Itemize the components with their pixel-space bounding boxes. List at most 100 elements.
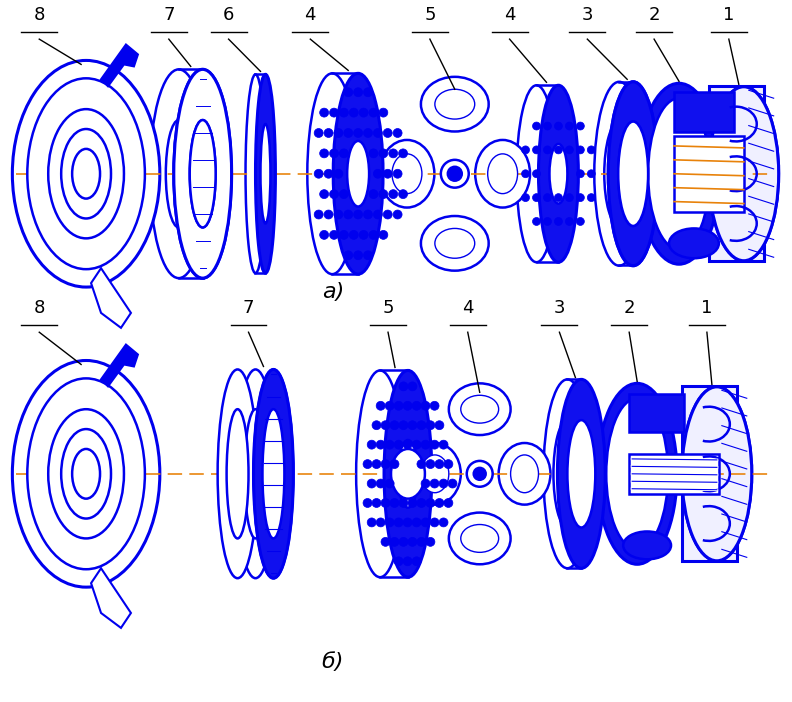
Circle shape (522, 194, 530, 201)
Ellipse shape (449, 383, 511, 435)
Bar (629, 395, 684, 432)
Ellipse shape (409, 443, 461, 505)
Circle shape (373, 128, 383, 138)
Circle shape (588, 194, 596, 201)
Text: 8: 8 (33, 6, 45, 25)
Text: 4: 4 (462, 299, 474, 317)
Circle shape (372, 420, 381, 430)
Ellipse shape (190, 120, 215, 227)
Circle shape (399, 382, 408, 391)
Ellipse shape (543, 379, 592, 568)
Circle shape (417, 498, 426, 508)
Circle shape (385, 479, 394, 488)
Ellipse shape (166, 120, 192, 227)
Circle shape (364, 128, 372, 138)
Circle shape (435, 460, 444, 468)
Ellipse shape (466, 461, 493, 486)
Ellipse shape (619, 121, 648, 226)
Circle shape (324, 128, 333, 138)
Ellipse shape (435, 89, 474, 119)
Ellipse shape (261, 124, 270, 223)
Ellipse shape (421, 77, 489, 131)
Circle shape (363, 460, 372, 468)
Ellipse shape (558, 379, 605, 568)
Circle shape (588, 146, 596, 154)
Text: 7: 7 (163, 6, 174, 25)
Circle shape (435, 420, 444, 430)
Circle shape (390, 420, 399, 430)
Circle shape (344, 128, 352, 138)
Circle shape (543, 194, 551, 201)
Circle shape (399, 420, 408, 430)
Text: 1: 1 (701, 299, 713, 317)
Ellipse shape (245, 409, 266, 538)
Circle shape (320, 190, 329, 199)
Circle shape (334, 169, 343, 178)
Ellipse shape (218, 369, 257, 578)
Ellipse shape (554, 420, 581, 527)
Circle shape (421, 479, 430, 488)
Circle shape (522, 170, 530, 178)
Ellipse shape (246, 74, 265, 273)
Text: 3: 3 (581, 6, 593, 25)
Circle shape (577, 218, 584, 225)
Ellipse shape (539, 85, 578, 263)
Circle shape (394, 557, 403, 566)
Ellipse shape (421, 455, 449, 493)
Ellipse shape (150, 69, 208, 278)
Circle shape (381, 460, 390, 468)
Circle shape (320, 230, 329, 239)
Ellipse shape (669, 228, 719, 258)
Circle shape (381, 498, 390, 508)
Circle shape (577, 146, 584, 154)
Circle shape (565, 146, 573, 154)
Circle shape (439, 479, 448, 488)
Circle shape (421, 402, 430, 410)
Circle shape (340, 108, 348, 117)
Circle shape (379, 108, 388, 117)
Text: 5: 5 (425, 6, 436, 25)
Circle shape (359, 230, 368, 239)
Circle shape (354, 251, 363, 260)
Circle shape (554, 194, 562, 201)
Ellipse shape (356, 371, 404, 577)
Circle shape (381, 537, 390, 546)
Ellipse shape (594, 82, 644, 265)
Polygon shape (682, 386, 737, 562)
Circle shape (372, 498, 381, 508)
Ellipse shape (391, 449, 425, 498)
Ellipse shape (511, 455, 539, 493)
Circle shape (408, 498, 417, 508)
Circle shape (329, 108, 338, 117)
Circle shape (364, 251, 372, 260)
Ellipse shape (61, 429, 111, 519)
Circle shape (367, 479, 376, 488)
Circle shape (430, 518, 439, 527)
Ellipse shape (262, 409, 284, 538)
Circle shape (426, 498, 435, 508)
Polygon shape (91, 268, 131, 328)
Ellipse shape (638, 84, 720, 264)
Ellipse shape (48, 109, 124, 239)
Circle shape (398, 149, 408, 158)
Circle shape (390, 498, 399, 508)
Circle shape (412, 518, 421, 527)
Text: 5: 5 (383, 299, 394, 317)
Ellipse shape (72, 149, 100, 199)
Text: 4: 4 (504, 6, 516, 25)
Circle shape (314, 128, 323, 138)
Circle shape (543, 218, 551, 225)
Text: а): а) (322, 282, 344, 303)
Circle shape (369, 230, 378, 239)
Circle shape (532, 146, 540, 154)
Circle shape (324, 169, 333, 178)
Text: 1: 1 (723, 6, 734, 25)
Circle shape (329, 190, 338, 199)
Polygon shape (709, 86, 763, 261)
Circle shape (376, 440, 385, 449)
Circle shape (417, 420, 426, 430)
Ellipse shape (682, 387, 752, 561)
Ellipse shape (461, 524, 499, 552)
Circle shape (379, 149, 388, 158)
Ellipse shape (256, 74, 276, 273)
